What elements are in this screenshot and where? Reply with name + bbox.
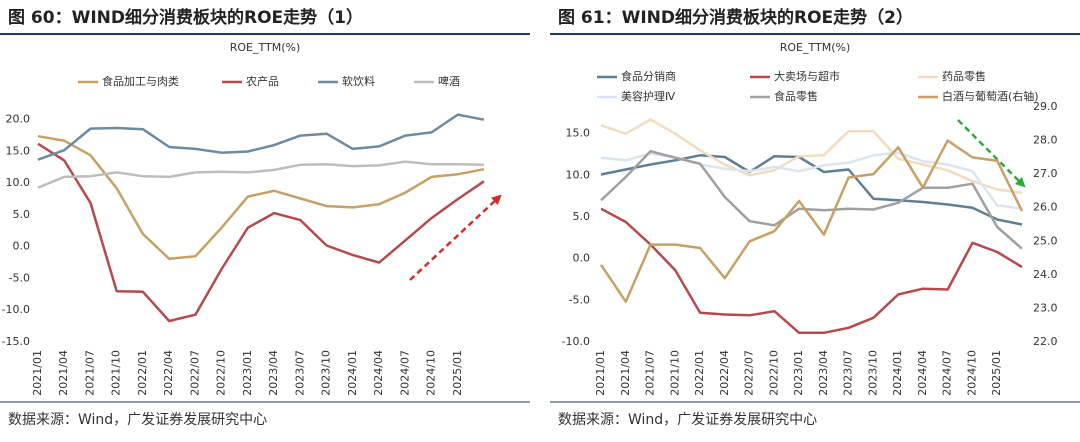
- y-tick-label: -10.0: [2, 303, 30, 316]
- y-tick-label: 5.0: [573, 210, 591, 223]
- x-tick-label: 2024/07: [398, 350, 411, 396]
- x-tick-label: 2023/10: [320, 350, 333, 396]
- legend-label: 美容护理Ⅳ: [621, 89, 676, 103]
- y-axis-label: ROE_TTM(%): [780, 41, 851, 54]
- x-tick-label: 2024/01: [346, 350, 359, 396]
- y-axis-label: ROE_TTM(%): [230, 41, 301, 54]
- x-tick-label: 2021/07: [83, 350, 96, 396]
- series-line: [600, 149, 1023, 250]
- x-tick-label: 2021/07: [644, 350, 657, 396]
- x-tick-label: 2024/01: [891, 350, 904, 396]
- y-tick-label: 0.0: [13, 240, 31, 253]
- y-tick-label: 15.0: [566, 127, 591, 140]
- legend-label: 食品零售: [774, 89, 818, 103]
- x-tick-label: 2024/10: [425, 350, 438, 396]
- x-tick-label: 2024/10: [965, 350, 978, 396]
- source: 数据来源：Wind，广发证券发展研究中心: [8, 412, 267, 428]
- legend-label: 大卖场与超市: [774, 69, 840, 83]
- x-tick-label: 2023/07: [293, 350, 306, 396]
- x-tick-label: 2021/10: [668, 350, 681, 396]
- y2-tick-label: 24.0: [1033, 268, 1058, 281]
- y-tick-label: 5.0: [13, 208, 31, 221]
- series-line: [37, 142, 485, 323]
- x-tick-label: 2021/01: [594, 350, 607, 396]
- x-tick-label: 2023/10: [866, 350, 879, 396]
- x-tick-label: 2022/01: [693, 350, 706, 396]
- x-tick-label: 2021/04: [57, 350, 70, 396]
- legend-label: 白酒与葡萄酒(右轴): [942, 89, 1039, 103]
- chart: 图 61：WIND细分消费板块的ROE走势（2） ROE_TTM(%) 数据来源：W…: [550, 7, 1080, 428]
- legend-label: 食品分销商: [621, 69, 676, 83]
- y-tick-label: -5.0: [569, 293, 590, 306]
- chart-title: 图 60：WIND细分消费板块的ROE走势（1）: [8, 7, 363, 28]
- x-tick-label: 2022/04: [162, 350, 175, 396]
- y-tick-label: 10.0: [6, 176, 31, 189]
- legend-label: 食品加工与肉类: [102, 74, 179, 88]
- legend-label: 啤酒: [438, 74, 460, 88]
- trend-arrow: [409, 194, 502, 281]
- x-tick-label: 2022/07: [188, 350, 201, 396]
- x-tick-label: 2024/04: [916, 350, 929, 396]
- source: 数据来源：Wind，广发证券发展研究中心: [558, 412, 817, 428]
- legend-label: 软饮料: [342, 74, 375, 88]
- series-line: [599, 139, 1024, 303]
- x-tick-label: 2023/01: [792, 350, 805, 396]
- y2-tick-label: 22.0: [1033, 335, 1058, 348]
- y2-tick-label: 29.0: [1033, 100, 1058, 113]
- y-tick-label: 15.0: [6, 144, 31, 157]
- legend-label: 药品零售: [942, 69, 986, 83]
- x-tick-label: 2025/01: [451, 350, 464, 396]
- series-line: [600, 154, 1023, 226]
- y-tick-label: -10.0: [562, 335, 590, 348]
- y-tick-label: 0.0: [573, 252, 591, 265]
- x-tick-label: 2022/10: [215, 350, 228, 396]
- x-tick-label: 2021/04: [619, 350, 632, 396]
- y-tick-label: -5.0: [9, 271, 30, 284]
- trend-arrow: [957, 119, 1026, 188]
- y-tick-label: -15.0: [2, 335, 30, 348]
- x-tick-label: 2023/01: [241, 350, 254, 396]
- series-line: [37, 134, 485, 261]
- x-tick-label: 2022/10: [767, 350, 780, 396]
- x-tick-label: 2022/04: [718, 350, 731, 396]
- y2-tick-label: 25.0: [1033, 234, 1058, 247]
- y2-tick-label: 26.0: [1033, 201, 1058, 214]
- y2-tick-label: 23.0: [1033, 301, 1058, 314]
- series-line: [37, 113, 485, 161]
- x-tick-label: 2022/07: [743, 350, 756, 396]
- y-tick-label: 10.0: [566, 168, 591, 181]
- chart-title: 图 61：WIND细分消费板块的ROE走势（2）: [558, 7, 913, 28]
- x-tick-label: 2023/04: [267, 350, 280, 396]
- x-tick-label: 2021/10: [110, 350, 123, 396]
- x-tick-label: 2023/04: [817, 350, 830, 396]
- legend-label: 农产品: [246, 74, 279, 88]
- chart: 图 60：WIND细分消费板块的ROE走势（1） ROE_TTM(%) 数据来源：W…: [0, 7, 530, 428]
- x-tick-label: 2022/01: [136, 350, 149, 396]
- x-tick-label: 2025/01: [990, 350, 1003, 396]
- x-tick-label: 2021/01: [31, 350, 44, 396]
- x-tick-label: 2024/07: [941, 350, 954, 396]
- series-line: [600, 207, 1023, 335]
- y2-tick-label: 27.0: [1033, 167, 1058, 180]
- y2-tick-label: 28.0: [1033, 134, 1058, 147]
- series-line: [37, 160, 485, 189]
- x-tick-label: 2023/07: [842, 350, 855, 396]
- series-line: [600, 118, 1023, 195]
- x-tick-label: 2024/04: [372, 350, 385, 396]
- y-tick-label: 20.0: [6, 113, 31, 126]
